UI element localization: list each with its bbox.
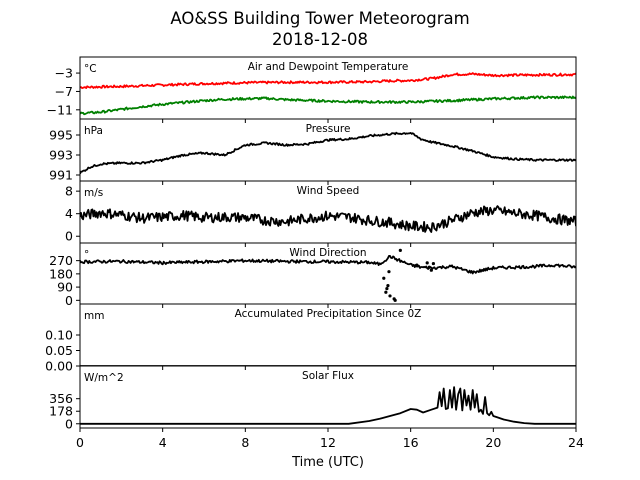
y-tick-label: −3 <box>55 66 73 81</box>
y-tick-label: 0.00 <box>45 359 73 374</box>
x-tick-label: 8 <box>241 435 249 450</box>
panel-unit: m/s <box>84 187 103 199</box>
wdir-point <box>425 261 429 265</box>
panel-unit: W/m^2 <box>84 372 124 384</box>
y-tick-label: 180 <box>49 266 73 281</box>
x-axis-label: Time (UTC) <box>291 455 364 470</box>
y-tick-label: −7 <box>55 84 73 99</box>
panel-title: Pressure <box>306 123 351 135</box>
panel-title: Air and Dewpoint Temperature <box>248 61 409 73</box>
wdir-series-0 <box>80 255 576 275</box>
panel-title: Accumulated Precipitation Since 0Z <box>235 308 422 320</box>
panel-title: Wind Speed <box>297 185 360 197</box>
y-tick-label: 178 <box>49 404 73 419</box>
panel-press: 995 993 991 hPa Pressure <box>49 118 577 185</box>
wdir-point <box>427 265 431 269</box>
y-tick-label: −11 <box>47 102 73 117</box>
temp-series-0 <box>80 72 576 89</box>
figure-title: AO&SS Building Tower Meteorogram <box>170 9 469 28</box>
wdir-point <box>429 268 433 272</box>
solar-series-0 <box>80 386 576 425</box>
x-tick-label: 0 <box>76 435 84 450</box>
wdir-point <box>415 263 419 267</box>
y-tick-label: 8 <box>65 184 73 199</box>
panels: −3 −7 −11 °C Air and Dewpoint Temperature 995… <box>45 56 584 450</box>
panel-unit: mm <box>84 310 104 322</box>
y-tick-label: 270 <box>49 253 73 268</box>
y-tick-label: 995 <box>49 128 73 143</box>
panel-unit: ° <box>84 249 89 261</box>
y-tick-label: 991 <box>49 168 73 183</box>
figure-date: 2018-12-08 <box>272 30 368 49</box>
wdir-point <box>393 298 397 302</box>
panel-wspd: 8 4 0 m/s Wind Speed <box>65 180 577 247</box>
y-tick-label: 0 <box>65 229 73 244</box>
y-tick-label: 993 <box>49 148 73 163</box>
wdir-point <box>388 294 392 298</box>
x-tick-label: 4 <box>159 435 167 450</box>
x-tick-label: 16 <box>403 435 419 450</box>
wdir-point <box>386 284 390 288</box>
x-tick-label: 24 <box>568 435 584 450</box>
wdir-point <box>398 248 402 252</box>
y-tick-label: 356 <box>49 391 73 406</box>
panel-precip: 0.100.050.00 mm Accumulated Precipitation … <box>45 303 577 374</box>
y-tick-label: 0 <box>65 293 73 308</box>
y-tick-label: 0.05 <box>45 343 73 358</box>
y-tick-label: 0.10 <box>45 328 73 343</box>
panel-unit: hPa <box>84 125 103 137</box>
x-tick-label: 20 <box>485 435 501 450</box>
panel-title: Solar Flux <box>302 370 354 382</box>
wdir-point <box>387 270 391 274</box>
panel-unit: °C <box>84 63 97 75</box>
y-tick-label: 4 <box>65 206 73 221</box>
y-tick-label: 90 <box>57 280 73 295</box>
x-tick-label: 12 <box>320 435 336 450</box>
wdir-point <box>385 286 389 291</box>
wspd-series-0 <box>80 205 576 233</box>
panel-temp: −3 −7 −11 °C Air and Dewpoint Temperature <box>47 56 577 123</box>
wdir-point <box>431 261 435 266</box>
panel-title: Wind Direction <box>289 247 366 259</box>
press-series-0 <box>80 131 576 175</box>
temp-series-1 <box>80 95 576 116</box>
wdir-point <box>384 290 388 294</box>
wdir-point <box>382 276 386 280</box>
y-tick-label: 0 <box>65 416 73 431</box>
